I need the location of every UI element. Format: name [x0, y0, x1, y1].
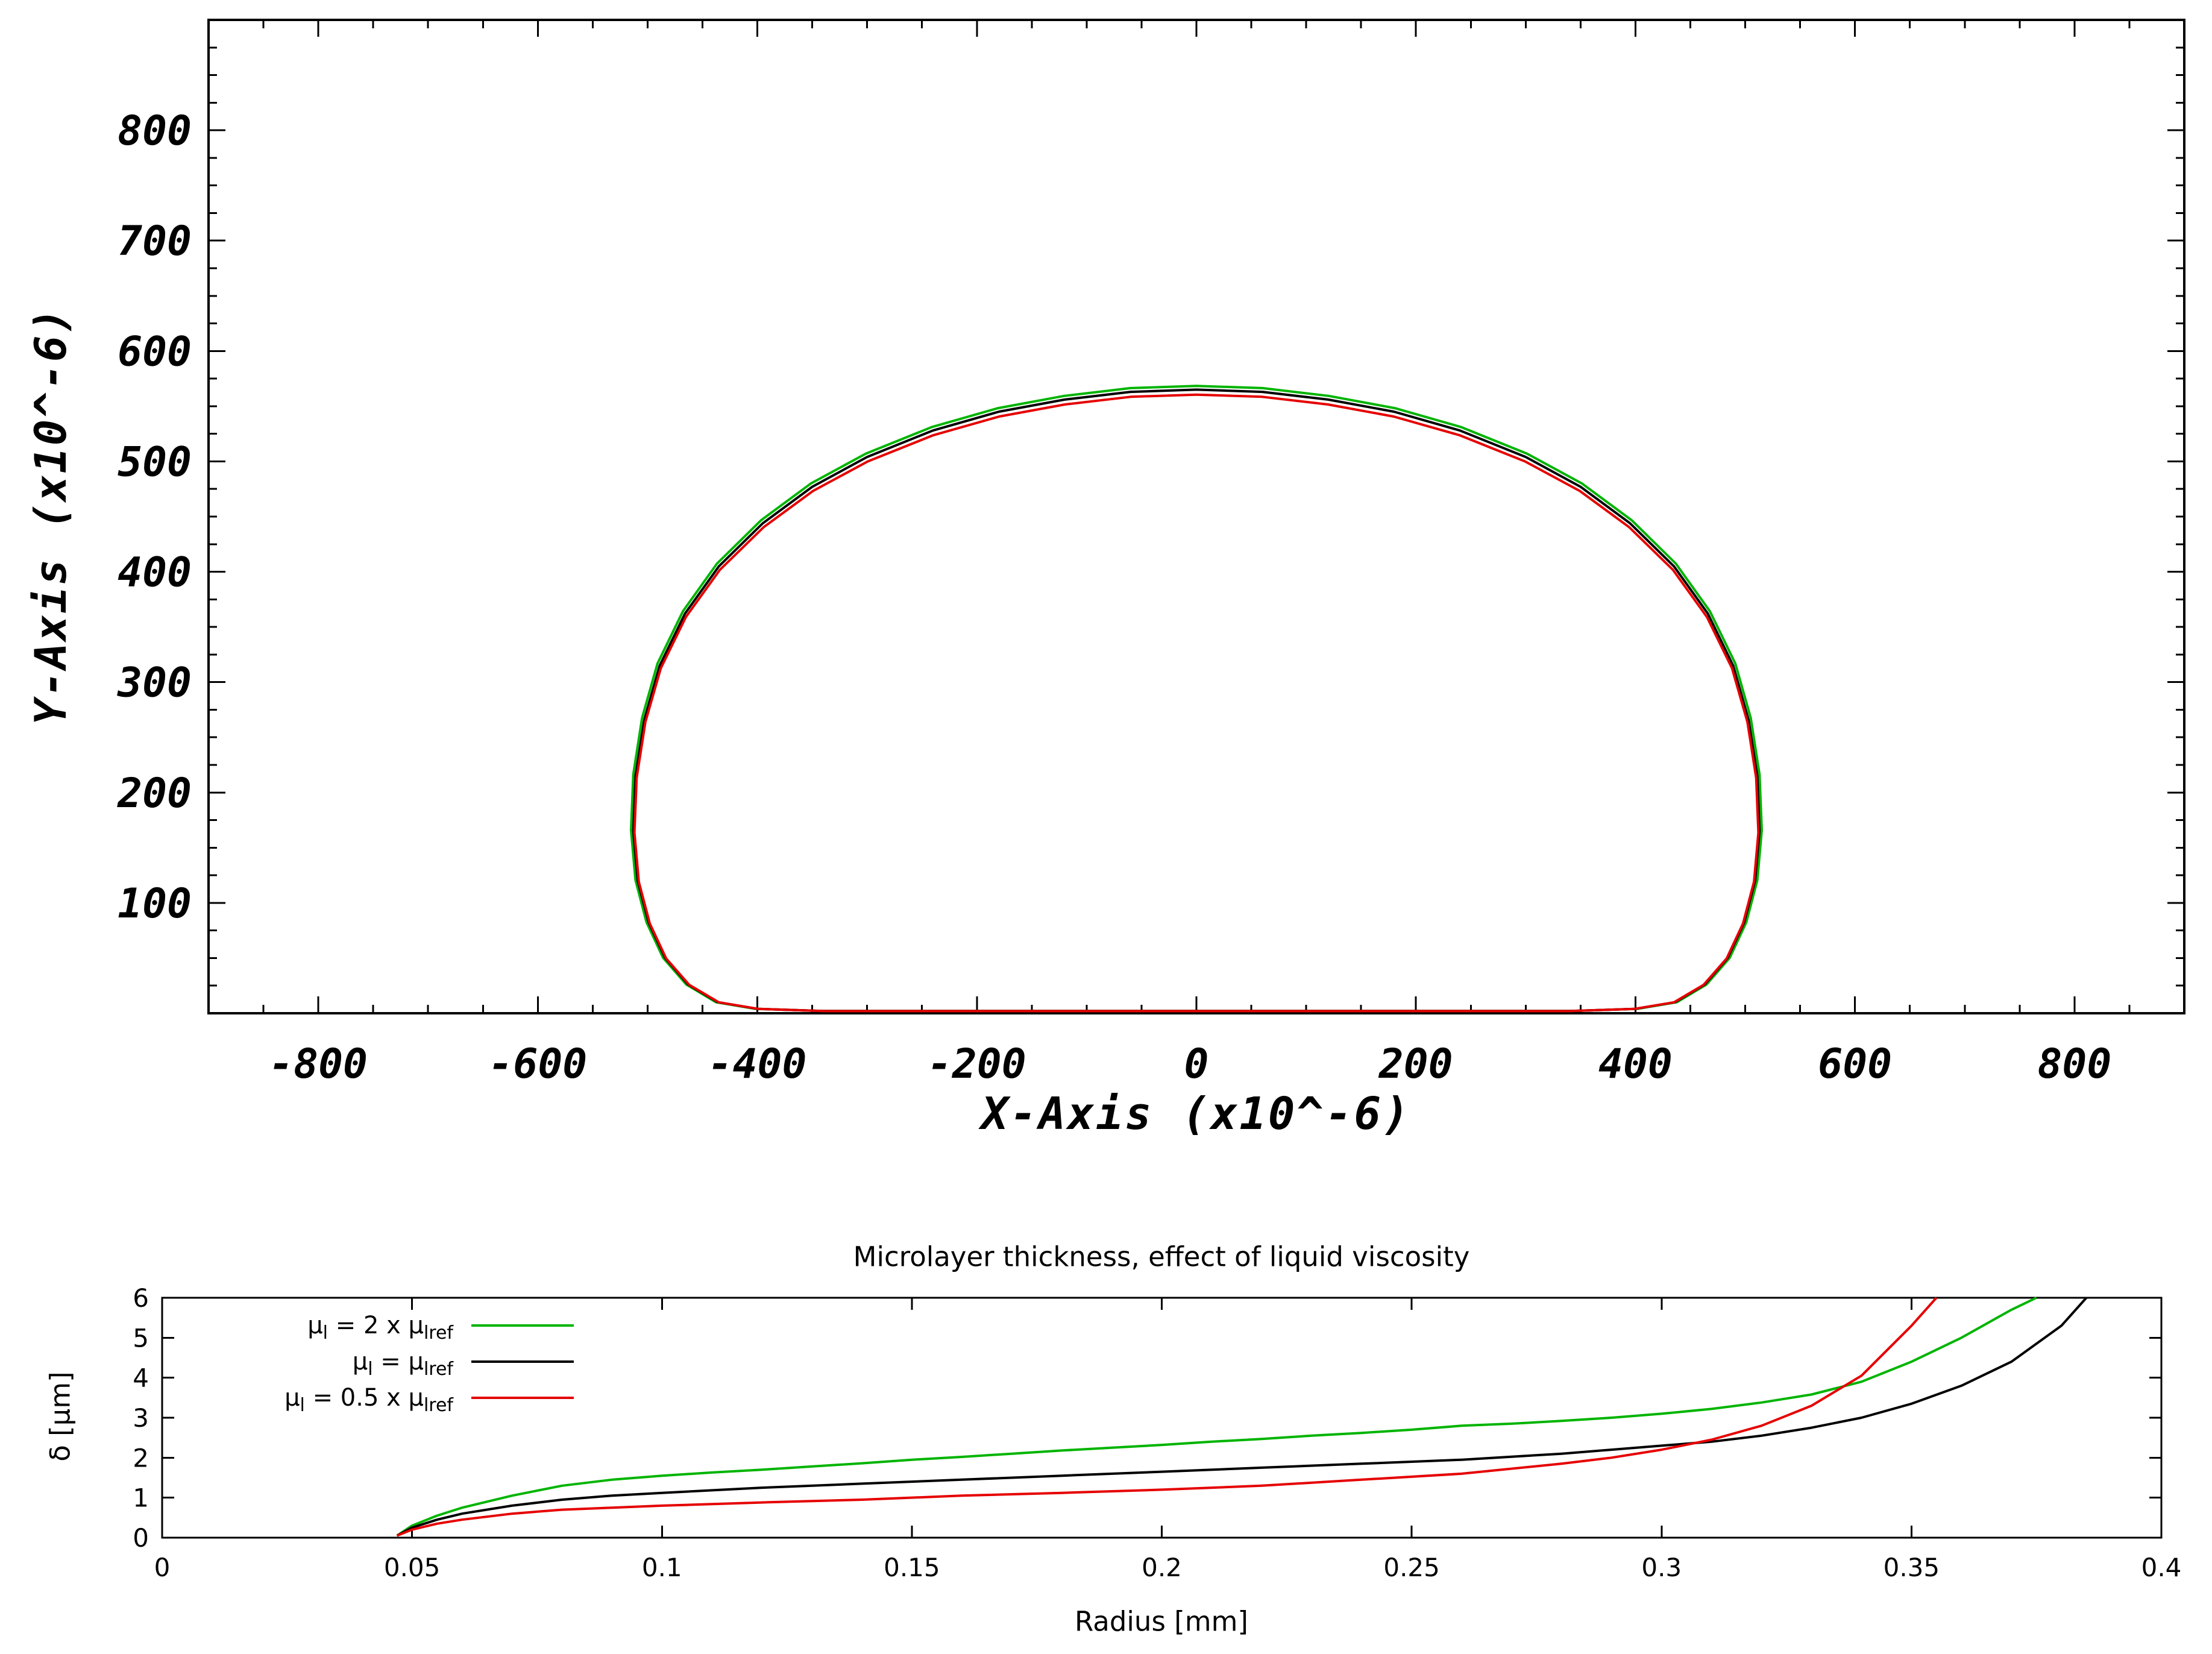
y-tick-label: 600	[118, 328, 192, 376]
x-tick-label: 0.3	[1641, 1553, 1682, 1582]
x-tick-label: 0.25	[1383, 1553, 1440, 1582]
microlayer-plot: 0 0.05 0.1 0.15 0.2 0.25 0.3 0.35 0.4 0 1 2 3 4 5 6 μl =…	[133, 1283, 2181, 1582]
y-tick-label: 500	[118, 438, 192, 486]
legend-label: μl = 2 x μlref	[307, 1312, 454, 1344]
contour-series	[632, 388, 1761, 1013]
x-tick-label: 0	[154, 1553, 171, 1582]
legend-label: μl = 0.5 x μlref	[284, 1384, 454, 1416]
y-tick-label: 6	[133, 1283, 149, 1313]
x-tick-label: 400	[1598, 1040, 1673, 1088]
x-tick-label: -400	[708, 1040, 807, 1088]
x-tick-label: 200	[1378, 1040, 1453, 1088]
y-tick-label: 100	[118, 880, 192, 928]
microlayer-x-axis-label: Radius [mm]	[1075, 1605, 1248, 1638]
contour-series	[630, 385, 1763, 1013]
microlayer-series	[396, 1297, 2037, 1537]
x-tick-label: -800	[269, 1040, 368, 1088]
x-tick-label: 0.4	[2141, 1553, 2182, 1582]
axis-ticks	[161, 1297, 2163, 1539]
microlayer-chart-title: Microlayer thickness, effect of liquid v…	[853, 1240, 1470, 1273]
contour-series	[633, 393, 1760, 1013]
x-tick-label: 0.15	[884, 1553, 940, 1582]
y-tick-label: 5	[133, 1323, 149, 1353]
x-tick-label: 0	[1184, 1040, 1209, 1088]
y-tick-label: 2	[133, 1443, 149, 1473]
y-tick-label: 400	[118, 549, 192, 597]
legend: μl = 2 x μlref μl = μlref μl = 0.5 x μlref	[284, 1312, 574, 1416]
microlayer-series	[396, 1297, 1938, 1537]
x-tick-label: -200	[928, 1040, 1026, 1088]
plot-frame	[207, 19, 2185, 1014]
y-tick-label: 200	[117, 770, 192, 817]
contour-x-axis-label: X-Axis (x10^-6)	[981, 1088, 1412, 1140]
x-tick-label: 800	[2037, 1040, 2111, 1088]
x-tick-label: 0.1	[642, 1553, 682, 1582]
contour-y-axis-label: Y-Axis (x10^-6)	[25, 306, 76, 725]
y-tick-label: 700	[118, 218, 192, 265]
y-tick-label: 300	[116, 659, 192, 707]
legend-label: μl = μlref	[353, 1348, 454, 1380]
microlayer-y-axis-label: δ [μm]	[44, 1371, 77, 1462]
y-tick-label: 800	[118, 107, 192, 155]
x-tick-label: 0.05	[384, 1553, 441, 1582]
y-tick-label: 4	[133, 1363, 149, 1393]
y-tick-label: 0	[133, 1523, 149, 1553]
x-tick-label: 600	[1818, 1040, 1892, 1088]
x-tick-label: 0.2	[1142, 1553, 1182, 1582]
y-tick-label: 3	[133, 1403, 149, 1433]
axis-ticks	[209, 20, 2184, 1013]
x-tick-label: -600	[488, 1040, 587, 1088]
bubble-contour-plot: -800 -600 -400 -200 0 200 400 600 800 100 200 300 40…	[116, 19, 2185, 1088]
microlayer-series	[396, 1297, 2088, 1537]
y-tick-label: 1	[133, 1483, 149, 1513]
x-tick-label: 0.35	[1884, 1553, 1940, 1582]
